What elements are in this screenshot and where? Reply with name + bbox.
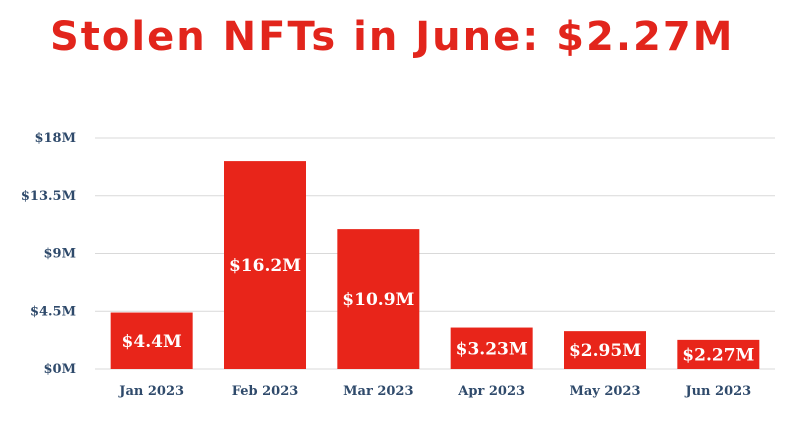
data-label: $4.4M	[122, 332, 182, 352]
x-tick-label: Mar 2023	[343, 384, 413, 399]
y-tick-label: $0M	[44, 362, 76, 377]
bar	[450, 327, 533, 369]
bar	[110, 312, 193, 369]
x-tick-label: Jun 2023	[684, 384, 751, 399]
grid-lines	[95, 137, 775, 370]
y-tick-label: $9M	[44, 247, 76, 262]
x-tick-label: Apr 2023	[457, 384, 525, 399]
x-tick-label: Feb 2023	[232, 384, 299, 399]
data-label: $2.95M	[569, 341, 641, 361]
y-tick-label: $4.5M	[30, 304, 76, 319]
x-axis-ticks: Jan 2023 Feb 2023 Mar 2023 Apr 2023 May 2023…	[118, 384, 751, 399]
data-label: $16.2M	[229, 256, 301, 276]
x-tick-label: Jan 2023	[118, 384, 184, 399]
data-label: $3.23M	[456, 339, 528, 359]
chart-title: Stolen NFTs in June: $2.27M	[50, 14, 735, 60]
data-label: $10.9M	[342, 290, 414, 310]
bar	[337, 229, 420, 369]
bar	[677, 339, 760, 369]
data-label: $2.27M	[682, 345, 754, 365]
y-tick-label: $13.5M	[21, 189, 76, 204]
bar	[224, 161, 306, 369]
y-tick-label: $18M	[34, 131, 76, 146]
bars	[110, 161, 760, 369]
y-axis-ticks: $0M $4.5M $9M $13.5M $18M	[21, 131, 76, 377]
data-labels: $4.4M $16.2M $10.9M $3.23M $2.95M $2.27M	[122, 256, 755, 365]
x-tick-label: May 2023	[569, 384, 640, 399]
bar	[564, 331, 646, 369]
